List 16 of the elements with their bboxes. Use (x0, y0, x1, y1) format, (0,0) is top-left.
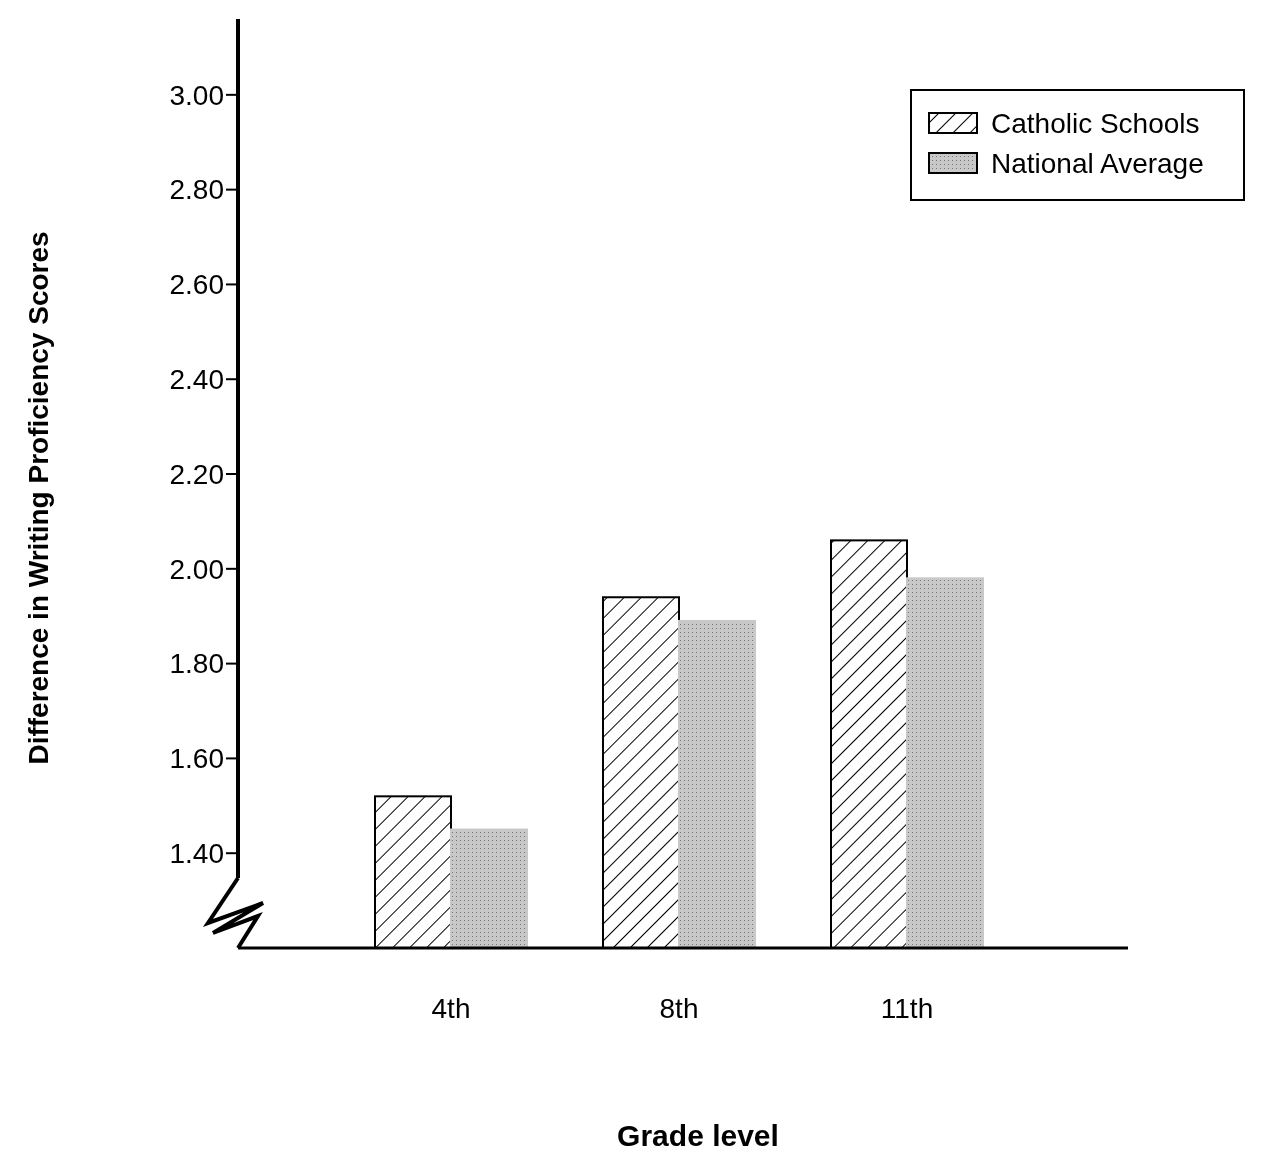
y-tick-label: 3.00 (169, 79, 224, 111)
legend-label: Catholic Schools (991, 107, 1200, 139)
y-tick-label: 2.60 (169, 269, 224, 301)
legend-label: National Average (991, 147, 1204, 179)
y-tick-label: 1.40 (169, 838, 224, 869)
x-axis-title: Grade level (617, 1119, 779, 1152)
y-tick-label: 2.80 (169, 174, 224, 206)
y-tick-label: 1.80 (169, 648, 224, 680)
y-tick-label: 2.00 (169, 553, 224, 585)
x-tick-label: 11th (880, 993, 934, 1024)
x-tick-label: 8th (659, 993, 699, 1024)
y-tick-label: 1.60 (169, 743, 224, 775)
y-tick-label: 2.40 (169, 364, 224, 396)
x-tick-label: 4th (431, 993, 471, 1024)
y-tick-label: 2.20 (169, 458, 224, 490)
y-axis-title: Difference in Writing Proficiency Scores (23, 231, 54, 765)
